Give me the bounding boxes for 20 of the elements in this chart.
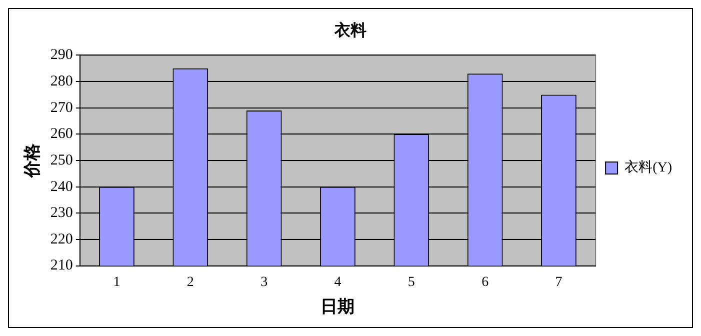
legend-label: 衣料(Y) — [624, 160, 672, 176]
y-tick-label: 220 — [50, 231, 73, 248]
y-tick-label: 210 — [50, 258, 73, 274]
y-axis-title: 价格 — [22, 142, 42, 178]
chart-title: 衣料 — [334, 22, 366, 40]
y-tick-label: 290 — [50, 47, 73, 64]
y-tick-label: 250 — [50, 152, 73, 168]
y-tick-label: 230 — [50, 205, 73, 222]
y-tick-label: 280 — [50, 73, 73, 90]
x-axis-title: 日期 — [320, 297, 355, 316]
y-tick-label: 260 — [50, 126, 73, 142]
x-tick-label: 2 — [186, 274, 194, 290]
x-tick-label: 5 — [408, 274, 415, 290]
y-tick-label: 240 — [50, 178, 73, 195]
y-tick-label: 270 — [50, 100, 73, 116]
x-tick-label: 6 — [482, 274, 489, 290]
x-tick-label: 4 — [334, 274, 342, 290]
x-tick-label: 7 — [555, 274, 562, 290]
x-tick-label: 3 — [260, 274, 268, 290]
x-tick-label: 1 — [113, 274, 120, 290]
